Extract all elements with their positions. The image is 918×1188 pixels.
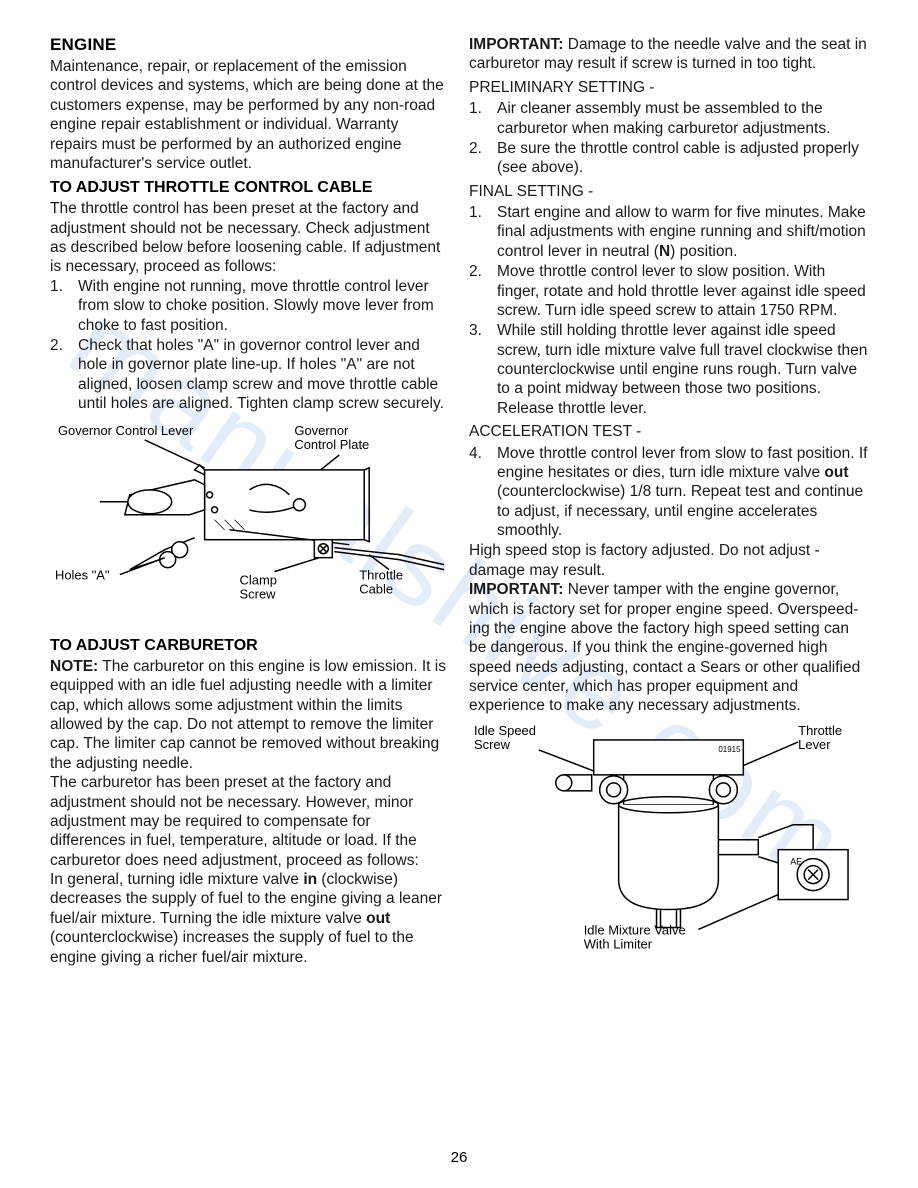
carburetor-diagram: Idle SpeedScrew ThrottleLever 01915 — [469, 720, 868, 949]
label-gov-plate: GovernorControl Plate — [294, 423, 369, 452]
accel-steps: 4.Move throttle control lever from slow … — [469, 444, 868, 541]
throttle-steps: 1.With engine not running, move throttle… — [50, 277, 449, 414]
para-carb-note: NOTE: The carburetor on this engine is l… — [50, 657, 449, 773]
label-holes: Holes "A" — [55, 568, 110, 583]
para-highspeed: High speed stop is factory adjusted. Do … — [469, 541, 868, 580]
label-clamp: ClampScrew — [240, 573, 277, 602]
heading-engine: ENGINE — [50, 35, 449, 55]
heading-prelim: PRELIMINARY SETTING - — [469, 78, 868, 97]
list-item: 2.Move throttle control lever to slow po… — [469, 262, 868, 320]
list-item: 1.With engine not running, move throttle… — [50, 277, 449, 335]
label-idle-screw: Idle SpeedScrew — [474, 723, 536, 752]
step-text: Check that holes "A" in governor control… — [78, 337, 444, 412]
label-cable: ThrottleCable — [359, 568, 403, 597]
step-text: Move throttle control lever to slow posi… — [497, 263, 866, 319]
prelim-steps: 1.Air cleaner assembly must be assem­ble… — [469, 99, 868, 178]
imp2-text: Never tamper with the engine governor, w… — [469, 581, 860, 714]
left-column: ENGINE Maintenance, repair, or replaceme… — [50, 35, 449, 967]
para-throttle: The throttle control has been preset at … — [50, 199, 449, 277]
final-steps: 1.Start engine and allow to warm for fiv… — [469, 203, 868, 418]
label-idle-mix: Idle Mixture ValveWith Limiter — [584, 922, 686, 949]
list-item: 2.Be sure the throttle control cable is … — [469, 139, 868, 178]
para-carb2: The carburetor has been preset at the fa… — [50, 773, 449, 870]
svg-text:AE: AE — [790, 856, 802, 866]
bold-n: N — [659, 243, 670, 260]
step-text: Be sure the throttle control cable is ad… — [497, 140, 859, 176]
governor-diagram: Governor Control Lever GovernorControl P… — [50, 420, 449, 620]
para-important2: IMPORTANT: Never tamper with the engine … — [469, 580, 868, 716]
list-item: 1.Air cleaner assembly must be assem­ble… — [469, 99, 868, 138]
step-text: While still holding throttle lever again… — [497, 322, 867, 417]
heading-carb: TO ADJUST CARBURETOR — [50, 637, 449, 655]
bold-out: out — [366, 910, 390, 927]
step-text: Air cleaner assembly must be assem­bled … — [497, 100, 830, 136]
right-column: IMPORTANT: Damage to the needle valve an… — [469, 35, 868, 967]
step-text: Move throttle control lever from slow to… — [497, 445, 867, 540]
label-gov-lever: Governor Control Lever — [58, 423, 194, 438]
heading-final: FINAL SETTING - — [469, 182, 868, 201]
bold-in: in — [303, 871, 317, 888]
label-throttle-lever: ThrottleLever — [798, 723, 842, 752]
para-carb3: In general, turning idle mixture valve i… — [50, 870, 449, 967]
page-number: 26 — [451, 1149, 468, 1166]
list-item: 1.Start engine and allow to warm for fiv… — [469, 203, 868, 261]
list-item: 2.Check that holes "A" in governor contr… — [50, 336, 449, 414]
list-item: 4.Move throttle control lever from slow … — [469, 444, 868, 541]
important-label: IMPORTANT: — [469, 581, 563, 598]
heading-accel: ACCELERATION TEST - — [469, 422, 868, 441]
para-engine: Maintenance, repair, or replacement of t… — [50, 57, 449, 173]
bold-out: out — [824, 464, 848, 481]
step-text: Start engine and allow to warm for five … — [497, 204, 866, 260]
para-important1: IMPORTANT: Damage to the needle valve an… — [469, 35, 868, 74]
note-label: NOTE: — [50, 658, 98, 675]
svg-text:01915: 01915 — [718, 745, 741, 754]
list-item: 3.While still holding throttle lever aga… — [469, 321, 868, 418]
important-label: IMPORTANT: — [469, 36, 563, 53]
note-text: The carburetor on this engine is low emi… — [50, 658, 446, 772]
step-text: With engine not running, move throttle c… — [78, 278, 434, 334]
heading-throttle: TO ADJUST THROTTLE CONTROL CABLE — [50, 179, 449, 197]
